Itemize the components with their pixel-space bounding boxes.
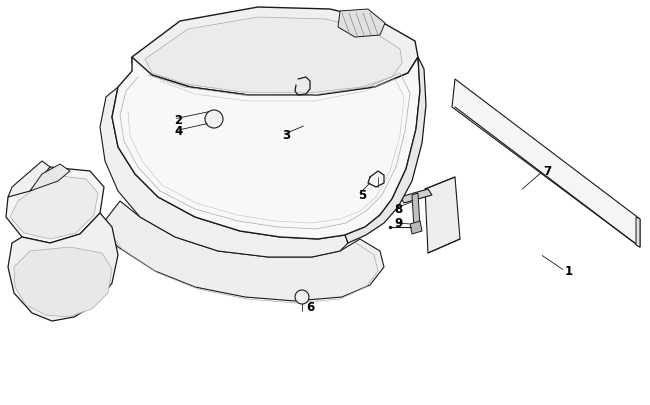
Polygon shape <box>100 202 384 301</box>
Polygon shape <box>8 162 50 198</box>
Polygon shape <box>8 213 118 321</box>
Text: 4: 4 <box>174 125 182 138</box>
Polygon shape <box>10 175 98 239</box>
Polygon shape <box>452 80 640 247</box>
Text: 6: 6 <box>306 301 314 314</box>
Text: 5: 5 <box>358 189 366 202</box>
Circle shape <box>295 290 309 304</box>
Polygon shape <box>400 190 432 203</box>
Polygon shape <box>100 88 348 257</box>
Polygon shape <box>112 58 420 239</box>
Polygon shape <box>425 177 460 254</box>
Polygon shape <box>6 168 104 243</box>
Text: 3: 3 <box>282 129 290 142</box>
Polygon shape <box>410 222 422 234</box>
Text: 9: 9 <box>394 217 402 230</box>
Circle shape <box>205 111 223 129</box>
Text: 8: 8 <box>394 203 402 216</box>
Polygon shape <box>412 194 420 230</box>
Text: 2: 2 <box>174 113 182 126</box>
Polygon shape <box>345 58 426 243</box>
Polygon shape <box>14 247 112 317</box>
Text: 7: 7 <box>543 165 551 178</box>
Polygon shape <box>636 217 640 247</box>
Polygon shape <box>145 18 402 94</box>
Polygon shape <box>338 10 385 38</box>
Text: 1: 1 <box>565 265 573 278</box>
Polygon shape <box>30 164 70 192</box>
Polygon shape <box>132 8 418 96</box>
